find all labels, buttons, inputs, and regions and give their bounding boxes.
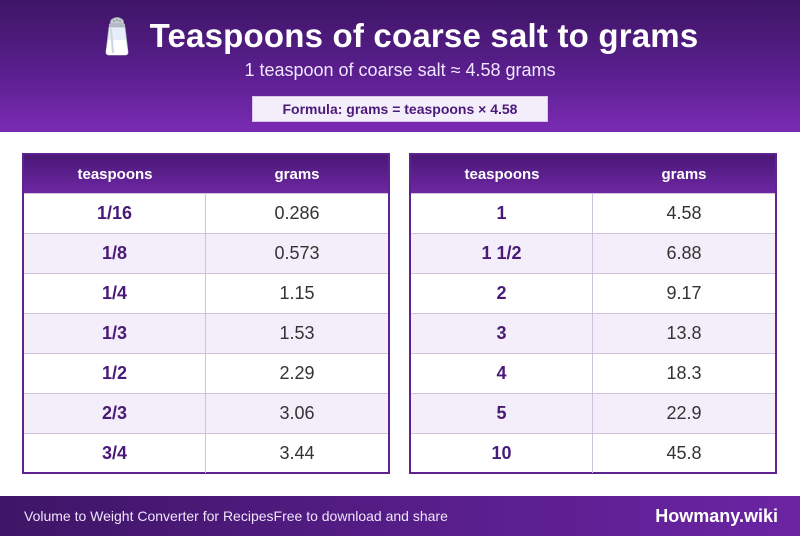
table-row: 2/3 3.06 xyxy=(24,393,388,433)
teaspoons-cell: 3 xyxy=(411,314,593,353)
conversion-table-left: teaspoons grams 1/16 0.286 1/8 0.573 1/4… xyxy=(22,153,390,474)
table-row: 3 13.8 xyxy=(411,313,775,353)
table-row: 1 4.58 xyxy=(411,193,775,233)
grams-cell: 4.58 xyxy=(666,203,702,223)
header-banner: Teaspoons of coarse salt to grams 1 teas… xyxy=(0,0,800,132)
conversion-table-right: teaspoons grams 1 4.58 1 1/2 6.88 2 9.17… xyxy=(409,153,777,474)
table-row: 3/4 3.44 xyxy=(24,433,388,473)
column-header-grams: grams xyxy=(274,165,320,183)
table-row: 1/8 0.573 xyxy=(24,233,388,273)
grams-cell: 3.06 xyxy=(279,403,315,423)
teaspoons-cell: 1 xyxy=(411,194,593,233)
teaspoons-cell: 1/3 xyxy=(24,314,206,353)
table-row: 4 18.3 xyxy=(411,353,775,393)
teaspoons-cell: 1/8 xyxy=(24,234,206,273)
grams-cell: 6.88 xyxy=(666,243,702,263)
table-row: 1/2 2.29 xyxy=(24,353,388,393)
grams-cell: 0.286 xyxy=(274,203,320,223)
grams-cell: 2.29 xyxy=(279,363,315,383)
teaspoons-cell: 3/4 xyxy=(24,434,206,473)
table-row: 1/4 1.15 xyxy=(24,273,388,313)
teaspoons-cell: 10 xyxy=(411,434,593,473)
table-row: 5 22.9 xyxy=(411,393,775,433)
teaspoons-cell: 2 xyxy=(411,274,593,313)
table-row: 1 1/2 6.88 xyxy=(411,233,775,273)
column-header-teaspoons: teaspoons xyxy=(77,165,153,183)
footer-text: Volume to Weight Converter for RecipesFr… xyxy=(24,508,448,524)
page-title: Teaspoons of coarse salt to grams xyxy=(149,17,699,54)
table-header: teaspoons grams xyxy=(24,155,388,193)
grams-cell: 13.8 xyxy=(666,323,702,343)
teaspoons-cell: 5 xyxy=(411,394,593,433)
conversion-subtitle: 1 teaspoon of coarse salt ≈ 4.58 grams xyxy=(244,60,556,80)
table-row: 10 45.8 xyxy=(411,433,775,473)
teaspoons-cell: 1/4 xyxy=(24,274,206,313)
formula-badge: Formula: grams = teaspoons × 4.58 xyxy=(252,96,548,122)
table-row: 1/16 0.286 xyxy=(24,193,388,233)
grams-cell: 1.53 xyxy=(279,323,315,343)
grams-cell: 3.44 xyxy=(279,443,315,463)
grams-cell: 45.8 xyxy=(666,443,702,463)
teaspoons-cell: 4 xyxy=(411,354,593,393)
grams-cell: 22.9 xyxy=(666,403,702,423)
grams-cell: 1.15 xyxy=(279,283,315,303)
teaspoons-cell: 2/3 xyxy=(24,394,206,433)
teaspoons-cell: 1/16 xyxy=(24,194,206,233)
table-row: 2 9.17 xyxy=(411,273,775,313)
title-row: Teaspoons of coarse salt to grams xyxy=(0,14,800,58)
salt-shaker-icon xyxy=(105,17,128,56)
teaspoons-cell: 1/2 xyxy=(24,354,206,393)
brand-logo-text[interactable]: Howmany.wiki xyxy=(655,506,778,526)
footer-bar: Volume to Weight Converter for RecipesFr… xyxy=(0,496,800,536)
table-row: 1/3 1.53 xyxy=(24,313,388,353)
grams-cell: 18.3 xyxy=(666,363,702,383)
grams-cell: 0.573 xyxy=(274,243,320,263)
column-header-grams: grams xyxy=(661,165,707,183)
grams-cell: 9.17 xyxy=(666,283,702,303)
table-header: teaspoons grams xyxy=(411,155,775,193)
teaspoons-cell: 1 1/2 xyxy=(411,234,593,273)
column-header-teaspoons: teaspoons xyxy=(464,165,540,183)
